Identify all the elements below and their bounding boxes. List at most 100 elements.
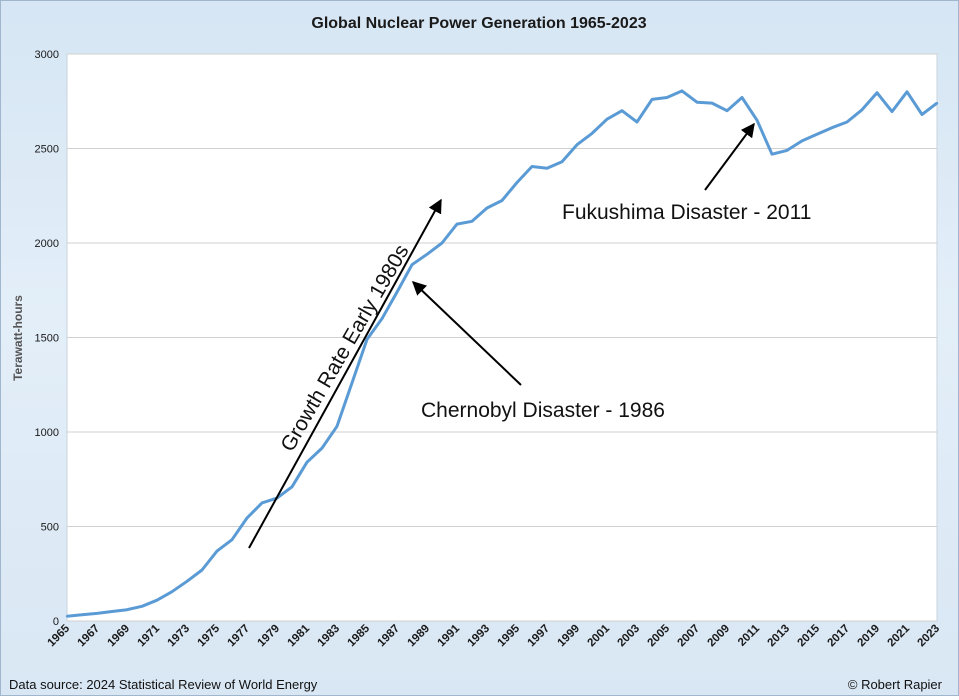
data-point (530, 165, 534, 168)
data-point (845, 120, 849, 124)
data-point (590, 132, 594, 135)
x-tick-label: 2013 (766, 623, 793, 650)
data-point (500, 199, 504, 202)
data-point (710, 101, 714, 105)
data-point (470, 220, 474, 223)
data-point (740, 96, 744, 99)
data-source-text: Data source: 2024 Statistical Review of … (9, 677, 318, 692)
data-point (335, 425, 339, 428)
y-axis-label: Terawatt-hours (11, 295, 25, 381)
chernobyl-arrow (411, 281, 522, 386)
x-tick-label: 2009 (706, 623, 733, 650)
data-point (95, 612, 99, 615)
x-tick-label: 2011 (736, 622, 763, 649)
data-point (245, 516, 249, 520)
data-point (125, 608, 129, 611)
data-point (890, 110, 894, 113)
data-point (920, 113, 924, 116)
x-tick-label: 2021 (886, 622, 913, 649)
data-point (905, 90, 909, 94)
data-point (755, 118, 759, 122)
data-point (860, 108, 864, 111)
fukushima-annotation: Fukushima Disaster - 2011 (562, 201, 811, 224)
data-point (80, 613, 84, 616)
data-point (170, 590, 174, 593)
x-tick-label: 1965 (46, 622, 73, 649)
x-tick-label: 2023 (916, 623, 943, 650)
data-point (110, 610, 114, 613)
data-point (485, 206, 489, 210)
data-point (65, 615, 69, 618)
data-point (155, 599, 159, 602)
data-point (830, 126, 834, 129)
fukushima-arrow (704, 122, 755, 191)
y-tick-label: 500 (41, 522, 59, 534)
data-point (635, 120, 639, 124)
x-tick-label: 2005 (646, 622, 673, 649)
x-tick-label: 1971 (136, 622, 163, 649)
data-point (395, 290, 399, 294)
x-tick-label: 2017 (826, 623, 853, 650)
x-tick-label: 1989 (406, 623, 433, 650)
x-tick-label: 1999 (556, 623, 583, 650)
y-tick-label: 2500 (35, 144, 59, 156)
chart-title: Global Nuclear Power Generation 1965-202… (311, 15, 646, 32)
data-point (230, 538, 234, 541)
data-point (680, 89, 684, 93)
data-point (545, 167, 549, 170)
data-point (440, 241, 444, 245)
y-tick-label: 2000 (35, 238, 59, 250)
data-point (695, 100, 699, 104)
x-tick-label: 1977 (226, 623, 253, 650)
x-tick-label: 1991 (436, 622, 463, 649)
data-point (560, 160, 564, 163)
data-point (785, 149, 789, 152)
series-group (65, 89, 939, 618)
x-tick-label: 2001 (586, 622, 613, 649)
y-tick-label: 3000 (35, 49, 59, 61)
y-tick-label: 1500 (35, 333, 59, 345)
data-point (575, 143, 579, 146)
x-tick-label: 1983 (316, 623, 343, 650)
x-tick-label: 1987 (376, 623, 403, 650)
data-point (650, 98, 654, 101)
x-tick-label: 1975 (196, 622, 223, 649)
data-point (260, 501, 264, 505)
x-tick-label: 2007 (676, 623, 703, 650)
data-point (770, 152, 774, 156)
x-tick-label: 2003 (616, 623, 643, 650)
data-point (140, 605, 144, 608)
y-tick-label: 1000 (35, 427, 59, 439)
y-tick-label: 0 (53, 616, 59, 628)
data-point (665, 96, 669, 99)
data-point (305, 461, 309, 464)
growth-arrow (248, 198, 442, 549)
chernobyl-annotation: Chernobyl Disaster - 1986 (421, 399, 665, 422)
x-tick-label: 1997 (526, 623, 553, 650)
x-tick-label: 1985 (346, 622, 373, 649)
data-point (215, 549, 219, 553)
x-tick-label: 1993 (466, 623, 493, 650)
x-tick-label: 1973 (166, 623, 193, 650)
data-point (200, 568, 204, 572)
x-tick-label: 1995 (496, 622, 523, 649)
data-point (620, 109, 624, 112)
data-point (290, 485, 294, 489)
data-point (515, 181, 519, 184)
data-point (185, 580, 189, 583)
data-point (725, 109, 729, 112)
data-point (425, 253, 429, 256)
x-tick-label: 1981 (286, 622, 313, 649)
y-axis-ticks: 0 500 1000 1500 2000 2500 3000 (35, 49, 59, 628)
data-point (875, 91, 879, 94)
data-point (320, 446, 324, 450)
data-point (455, 222, 459, 226)
data-point (350, 381, 354, 385)
x-tick-label: 2015 (796, 622, 823, 649)
data-point (365, 338, 369, 341)
x-tick-label: 1979 (256, 623, 283, 650)
x-tick-label: 1969 (106, 623, 133, 650)
x-axis-ticks: 1965 1967 1969 1971 1973 1975 1977 1979 1981 1983… (46, 622, 943, 649)
data-point (410, 263, 414, 266)
